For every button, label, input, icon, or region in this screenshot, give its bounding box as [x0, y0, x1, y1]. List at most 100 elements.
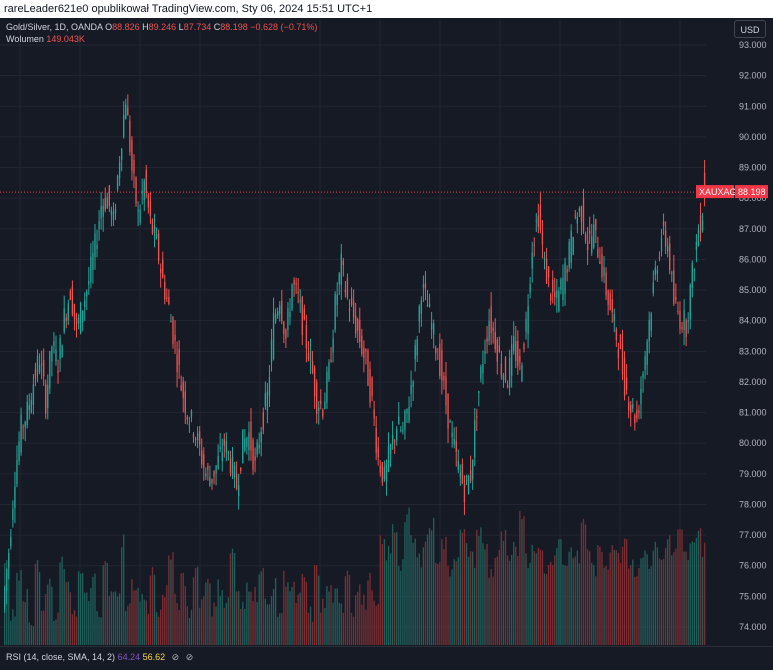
candle-body: [660, 237, 663, 252]
volume-bar: [270, 595, 273, 645]
volume-bar: [123, 534, 125, 645]
currency-button[interactable]: USD: [734, 20, 766, 38]
candle-body: [603, 266, 605, 277]
candle-body: [482, 363, 484, 374]
volume-bar: [47, 584, 49, 645]
volume-bar: [572, 558, 574, 645]
candle-body: [260, 431, 262, 443]
candle-body: [654, 267, 657, 275]
candle-body: [22, 426, 24, 428]
candle-body: [229, 458, 232, 473]
price-tick-label: 80.000: [739, 438, 767, 448]
volume-bar: [541, 550, 544, 645]
volume-bar: [38, 571, 41, 645]
price-tick-label: 77.000: [739, 530, 767, 540]
candle-body: [36, 356, 39, 376]
volume-bar: [623, 538, 626, 645]
volume-bar: [352, 616, 355, 645]
candle-body: [100, 205, 102, 219]
volume-bar: [338, 602, 340, 645]
volume-bar: [586, 549, 589, 645]
candle-body: [605, 272, 607, 296]
candle-body: [439, 343, 441, 377]
candle-body: [151, 219, 154, 234]
symbol-label: Gold/Silver, 1D, OANDA: [6, 22, 103, 32]
hide-icon[interactable]: ⊘: [185, 652, 194, 662]
volume-bar: [650, 566, 652, 645]
volume-bar: [26, 589, 28, 645]
candle-body: [172, 317, 174, 344]
volume-bar: [671, 555, 673, 645]
candle-body: [547, 266, 550, 278]
volume-bar: [525, 553, 527, 645]
volume-bar: [391, 524, 394, 645]
volume-bar: [689, 543, 691, 645]
volume-bar: [313, 565, 316, 645]
volume-bar: [180, 573, 182, 645]
volume-bar: [638, 567, 640, 645]
volume-bar: [34, 563, 37, 645]
volume-bar: [422, 547, 425, 645]
volume-bar: [381, 544, 384, 645]
candle-body: [123, 115, 125, 138]
candle-body: [145, 170, 147, 194]
volume-bar: [474, 567, 476, 645]
volume-bar: [445, 536, 447, 645]
candle-body: [30, 399, 33, 413]
candle-body: [586, 241, 589, 251]
candle-body: [355, 315, 357, 334]
volume-bar: [387, 545, 390, 645]
volume-bar: [420, 567, 423, 645]
volume-bar: [467, 556, 470, 645]
price-tick-label: 84.000: [739, 316, 767, 326]
candle-body: [297, 292, 299, 294]
volume-bar: [106, 562, 108, 645]
candle-body: [441, 350, 443, 381]
volume-bar: [334, 588, 336, 645]
candle-body: [92, 252, 94, 270]
price-tick-label: 78.000: [739, 499, 767, 509]
volume-bar: [455, 561, 457, 645]
candle-body: [570, 230, 572, 263]
candle-body: [515, 341, 517, 361]
volume-bar: [568, 551, 570, 645]
volume-bar: [221, 590, 223, 645]
candle-body: [84, 300, 86, 308]
volume-bar: [523, 516, 525, 645]
volume-bar: [151, 567, 154, 645]
candle-body: [385, 463, 388, 481]
candle-body: [679, 311, 681, 329]
volume-bar: [584, 524, 587, 645]
volume-bar: [45, 594, 47, 645]
hide-icon[interactable]: ⊘: [171, 652, 180, 662]
volume-bar: [164, 597, 166, 645]
volume-bar: [238, 591, 240, 645]
volume-bar: [435, 562, 437, 645]
candle-body: [398, 416, 400, 425]
candle-body: [178, 348, 180, 365]
candle-body: [402, 429, 404, 432]
volume-bar: [168, 555, 170, 645]
volume-bar: [102, 565, 104, 645]
price-badge-label: 88.198: [738, 187, 766, 197]
candle-body: [6, 569, 8, 591]
volume-bar: [235, 591, 238, 645]
volume-bar: [521, 519, 523, 645]
candle-body: [209, 477, 211, 486]
symbol-badge-label: XAUXAG: [699, 187, 737, 197]
candle-body: [223, 439, 225, 446]
candle-body: [303, 308, 306, 320]
volume-bar: [519, 511, 521, 645]
volume-bar: [199, 607, 201, 645]
candle-body: [498, 345, 501, 352]
volume-bar: [49, 578, 51, 645]
candle-body: [184, 391, 186, 414]
candle-body: [424, 283, 427, 289]
volume-bar: [558, 539, 560, 645]
candle-body: [584, 233, 587, 242]
candle-body: [40, 363, 43, 365]
candle-body: [268, 377, 271, 396]
volume-bar: [205, 582, 207, 645]
volume-bar: [131, 579, 133, 645]
